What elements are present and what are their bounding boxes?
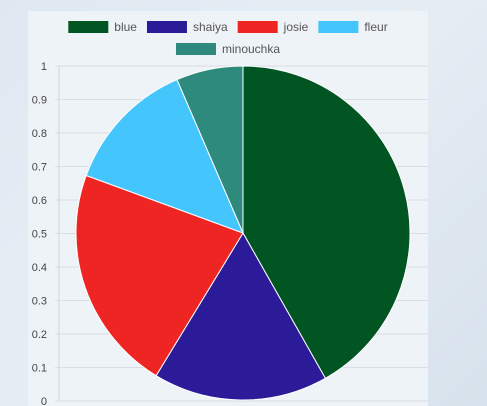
y-axis-ticks: 0 0.1 0.2 0.3 0.4 0.5 0.6 0.7 0.8 0.9 1 xyxy=(32,61,47,406)
legend-item-minouchka[interactable]: minouchka xyxy=(175,42,280,56)
chart-card: 0 0.1 0.2 0.3 0.4 0.5 0.6 0.7 0.8 0.9 1 blue shaiya… xyxy=(28,11,428,406)
legend-label: josie xyxy=(283,20,309,34)
pie-slices xyxy=(75,65,411,401)
pie-slice-blue[interactable] xyxy=(242,65,411,379)
legend-swatch xyxy=(318,21,359,33)
legend: blue shaiya josie fleur minouchka xyxy=(68,20,388,56)
legend-swatch xyxy=(146,21,187,33)
y-tick-label: 0.6 xyxy=(32,195,47,207)
y-tick-label: 0.4 xyxy=(32,262,47,274)
legend-label: fleur xyxy=(364,20,387,34)
legend-swatch xyxy=(237,21,278,33)
y-tick-label: 0.7 xyxy=(32,162,47,174)
legend-label: minouchka xyxy=(222,42,280,56)
legend-label: shaiya xyxy=(193,20,228,34)
legend-item-fleur[interactable]: fleur xyxy=(318,20,388,34)
y-tick-label: 0.2 xyxy=(32,329,47,341)
pie-chart: 0 0.1 0.2 0.3 0.4 0.5 0.6 0.7 0.8 0.9 1 blue shaiya… xyxy=(32,20,428,406)
y-tick-label: 0.3 xyxy=(32,296,47,308)
y-tick-label: 1 xyxy=(41,61,47,73)
legend-item-blue[interactable]: blue xyxy=(68,20,137,34)
pie-slice-minouchka[interactable] xyxy=(176,65,244,234)
pie-slice-shaiya[interactable] xyxy=(155,232,327,401)
legend-swatch xyxy=(68,21,109,33)
y-tick-label: 0.8 xyxy=(32,128,47,140)
legend-swatch xyxy=(175,43,216,55)
legend-item-shaiya[interactable]: shaiya xyxy=(146,20,228,34)
y-tick-label: 0.5 xyxy=(32,229,47,241)
y-tick-label: 0 xyxy=(41,396,47,406)
legend-item-josie[interactable]: josie xyxy=(237,20,309,34)
pie-slice-fleur[interactable] xyxy=(85,78,244,234)
y-tick-label: 0.9 xyxy=(32,95,47,107)
pie-slice-josie[interactable] xyxy=(75,174,244,377)
y-tick-label: 0.1 xyxy=(32,363,47,375)
legend-label: blue xyxy=(114,20,137,34)
